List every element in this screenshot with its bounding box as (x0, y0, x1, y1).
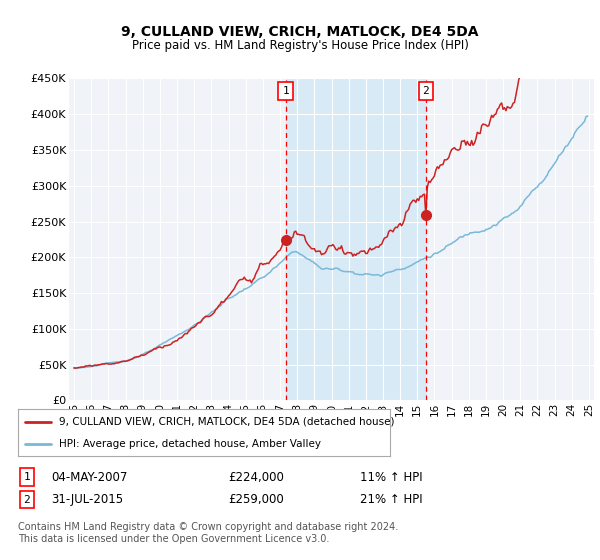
Text: 11% ↑ HPI: 11% ↑ HPI (360, 470, 422, 484)
Text: 9, CULLAND VIEW, CRICH, MATLOCK, DE4 5DA: 9, CULLAND VIEW, CRICH, MATLOCK, DE4 5DA (121, 26, 479, 39)
Text: £224,000: £224,000 (228, 470, 284, 484)
Text: 2: 2 (23, 494, 31, 505)
Text: 9, CULLAND VIEW, CRICH, MATLOCK, DE4 5DA (detached house): 9, CULLAND VIEW, CRICH, MATLOCK, DE4 5DA… (59, 417, 394, 427)
Text: Contains HM Land Registry data © Crown copyright and database right 2024.
This d: Contains HM Land Registry data © Crown c… (18, 522, 398, 544)
Text: 1: 1 (23, 472, 31, 482)
Text: 2: 2 (422, 86, 429, 96)
Text: 04-MAY-2007: 04-MAY-2007 (51, 470, 127, 484)
Text: 1: 1 (283, 86, 289, 96)
Text: £259,000: £259,000 (228, 493, 284, 506)
Text: HPI: Average price, detached house, Amber Valley: HPI: Average price, detached house, Ambe… (59, 438, 321, 449)
Text: Price paid vs. HM Land Registry's House Price Index (HPI): Price paid vs. HM Land Registry's House … (131, 39, 469, 53)
Bar (286, 78, 426, 400)
Text: 31-JUL-2015: 31-JUL-2015 (51, 493, 123, 506)
Text: 21% ↑ HPI: 21% ↑ HPI (360, 493, 422, 506)
